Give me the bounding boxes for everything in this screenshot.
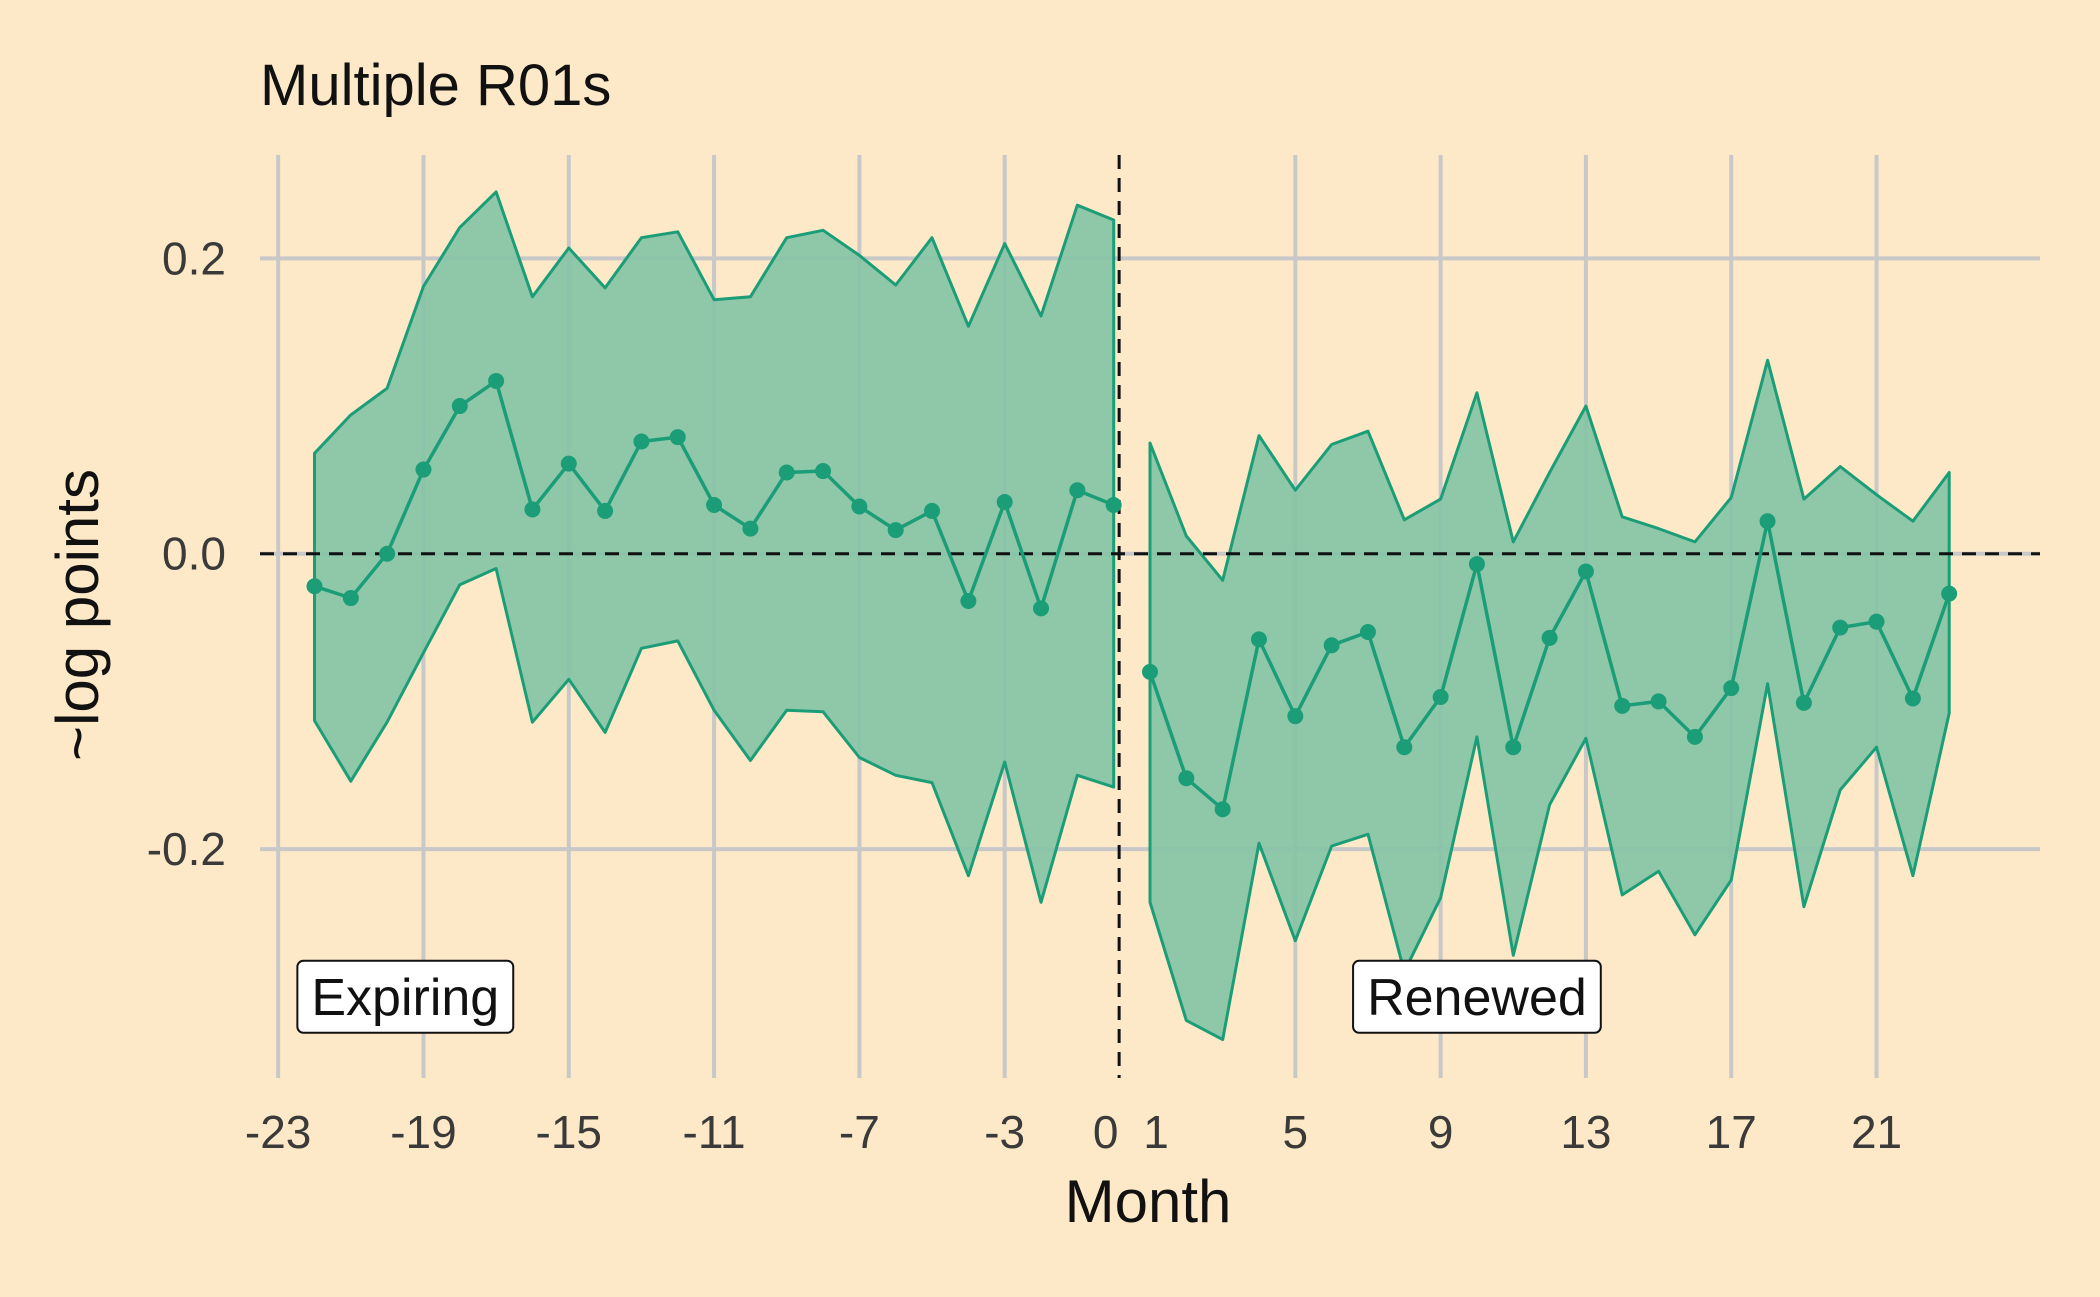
region-label-box [1352, 959, 1602, 1034]
data-point [706, 497, 723, 514]
data-point [1832, 619, 1849, 636]
x-tick-label: 0 [1093, 1106, 1119, 1158]
series-layer [306, 372, 1958, 818]
region-label-text: Expiring [311, 969, 499, 1027]
region-label-text: Renewed [1367, 969, 1587, 1027]
data-point [597, 502, 614, 519]
x-tick-label: -11 [683, 1106, 746, 1158]
data-point [1214, 801, 1231, 818]
x-tick-label: 1 [1143, 1106, 1169, 1158]
data-point [1105, 497, 1122, 514]
data-point [1686, 728, 1703, 745]
data-point [1650, 693, 1667, 710]
data-point [451, 398, 468, 415]
data-point [1868, 613, 1885, 630]
data-point [633, 433, 650, 450]
annotations: Expiring Renewed [296, 959, 1602, 1034]
data-point [851, 498, 868, 515]
data-point [1577, 563, 1594, 580]
data-point [306, 578, 323, 595]
data-point [1287, 708, 1304, 725]
data-point [488, 372, 505, 389]
data-point [1904, 690, 1921, 707]
x-tick-label: 13 [1560, 1106, 1611, 1158]
x-tick-label: -19 [390, 1106, 456, 1158]
data-point [1396, 739, 1413, 756]
data-point [524, 501, 541, 518]
data-point [1614, 697, 1631, 714]
y-tick-label: 0.2 [162, 232, 226, 284]
region-label-expiring: Expiring [296, 959, 515, 1034]
data-point [1069, 482, 1086, 499]
y-tick-label: -0.2 [147, 823, 226, 875]
data-point [924, 502, 941, 519]
data-point [996, 494, 1013, 511]
data-point [1033, 600, 1050, 617]
x-tick-label: 9 [1428, 1106, 1454, 1158]
data-point [1359, 624, 1376, 641]
y-tick-label: 0.0 [162, 528, 226, 580]
data-point [1505, 739, 1522, 756]
data-point [1432, 688, 1449, 705]
data-point [1178, 770, 1195, 787]
x-tick-label: -3 [984, 1106, 1025, 1158]
data-point [778, 464, 795, 481]
data-point [1468, 556, 1485, 573]
region-label-box [296, 959, 515, 1034]
data-point [342, 590, 359, 607]
x-tick-label: -7 [839, 1106, 880, 1158]
x-tick-label: 5 [1283, 1106, 1309, 1158]
data-point [1142, 663, 1158, 680]
data-point [960, 592, 977, 609]
confidence-band-pre [313, 190, 1116, 904]
data-point [742, 520, 759, 537]
data-point [1759, 513, 1776, 530]
x-tick-label: 21 [1851, 1106, 1902, 1158]
data-point [415, 461, 432, 478]
region-label-renewed: Renewed [1352, 959, 1602, 1034]
chart-title: Multiple R01s [260, 53, 612, 118]
x-tick-label: 17 [1706, 1106, 1757, 1158]
data-point [1941, 585, 1958, 602]
data-point [887, 522, 904, 539]
data-point [379, 545, 396, 562]
data-point [1323, 637, 1340, 654]
data-point [815, 463, 832, 480]
data-point [560, 455, 577, 472]
confidence-band-post [1148, 358, 1951, 1042]
x-tick-label: -15 [536, 1106, 602, 1158]
confidence-bands [313, 190, 1951, 1042]
tick-labels: -23 -19 -15 -11 -7 -3 0 1 5 9 13 17 21 -0.2 0.0 0.2 [147, 232, 1902, 1158]
data-point [1541, 629, 1558, 646]
x-axis-title: Month [1065, 1168, 1232, 1235]
data-point [1795, 694, 1812, 711]
data-point [1723, 680, 1740, 697]
data-point [669, 429, 686, 446]
reference-lines [260, 155, 2040, 1078]
y-axis-title: ~log points [44, 469, 111, 761]
x-tick-label: -23 [245, 1106, 311, 1158]
data-point [1250, 631, 1267, 648]
